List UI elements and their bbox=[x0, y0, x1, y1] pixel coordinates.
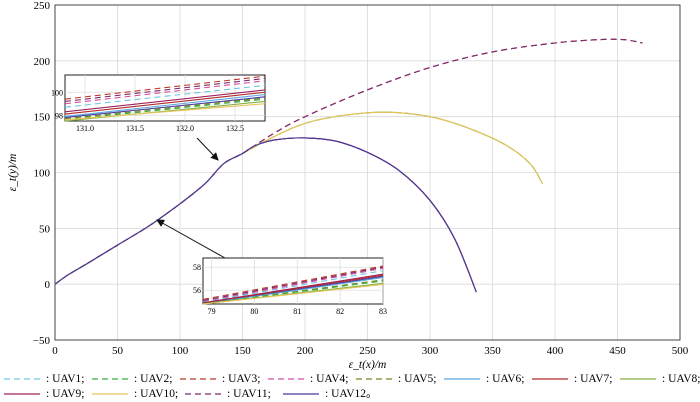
inset-series-uav2 bbox=[64, 98, 266, 121]
legend-swatch bbox=[92, 393, 128, 395]
legend-swatch bbox=[92, 378, 128, 380]
inset-x-tick-label: 83 bbox=[379, 307, 387, 316]
legend-label: : UAV6; bbox=[486, 373, 525, 385]
x-axis-label: ε_t(x)/m bbox=[349, 359, 387, 370]
inset-series-uav9 bbox=[202, 273, 384, 304]
legend-label: : UAV12。 bbox=[325, 388, 378, 400]
inset-series-uav12 bbox=[64, 96, 266, 119]
inset-x-tick-label: 80 bbox=[250, 307, 258, 316]
legend-swatch bbox=[283, 393, 319, 395]
inset-series-uav9 bbox=[64, 89, 266, 113]
inset-x-tick-label: 81 bbox=[293, 307, 301, 316]
y-tick-label: −50 bbox=[33, 335, 51, 347]
x-tick-label: 0 bbox=[52, 345, 58, 357]
inset-bottom: 79 80 81 82 83 56 58 bbox=[193, 257, 387, 316]
arrow-bottom-inset bbox=[156, 219, 226, 259]
legend-swatch bbox=[4, 393, 40, 395]
series-layer bbox=[54, 38, 643, 293]
legend-label: : UAV5; bbox=[398, 373, 437, 385]
inset-series-uav6 bbox=[64, 94, 266, 117]
y-axis-label: ε_t(y)/m bbox=[7, 154, 19, 192]
inset-y-tick-label: 58 bbox=[193, 263, 201, 272]
x-tick-label: 500 bbox=[672, 345, 689, 357]
inset-series-uav3 bbox=[64, 75, 266, 100]
y-tick-label: 150 bbox=[34, 112, 51, 124]
x-tick-label: 100 bbox=[172, 345, 189, 357]
inset-series-uav10 bbox=[64, 103, 266, 121]
inset-y-tick-label: 98 bbox=[55, 111, 63, 120]
axes: 0 50 100 150 200 250 300 350 400 450 500−500501001… bbox=[7, 0, 689, 370]
x-tick-label: 50 bbox=[112, 345, 124, 357]
inset-x-tick-label: 82 bbox=[336, 307, 344, 316]
legend-label: : UAV8; bbox=[662, 373, 700, 385]
y-tick-label: 50 bbox=[39, 223, 51, 235]
legend-label: : UAV7; bbox=[574, 373, 613, 385]
inset-y-tick-label: 100 bbox=[51, 88, 63, 97]
inset-series-uav11 bbox=[202, 266, 384, 302]
legend-swatch bbox=[444, 378, 480, 380]
trajectory-chart: 0 50 100 150 200 250 300 350 400 450 500−500501001… bbox=[7, 0, 689, 370]
legend-row-2: : UAV9; : UAV10; : UAV11; : UAV12。 bbox=[0, 387, 700, 402]
inset-series-uav4 bbox=[202, 267, 384, 303]
inset-series-uav11 bbox=[64, 77, 266, 102]
y-tick-label: 250 bbox=[34, 0, 51, 12]
legend-label: : UAV10; bbox=[134, 388, 179, 400]
legend-swatch bbox=[620, 378, 656, 380]
legend-swatch bbox=[4, 378, 40, 380]
inset-series-uav10 bbox=[202, 283, 384, 305]
legend: : UAV1; : UAV2; : UAV3; : UAV4; : UAV5; : UAV… bbox=[0, 370, 700, 401]
inset-y-tick-label: 56 bbox=[193, 286, 201, 295]
x-tick-label: 400 bbox=[547, 345, 564, 357]
x-tick-label: 200 bbox=[297, 345, 314, 357]
inset-series-uav1 bbox=[202, 270, 384, 303]
inset-x-tick-label: 132.5 bbox=[226, 124, 244, 133]
inset-series-uav7 bbox=[64, 91, 266, 115]
x-tick-label: 150 bbox=[234, 345, 251, 357]
series-line-uav12 bbox=[54, 137, 477, 293]
x-tick-label: 450 bbox=[609, 345, 626, 357]
legend-swatch bbox=[185, 393, 221, 395]
inset-series-uav4 bbox=[64, 80, 266, 105]
legend-swatch bbox=[180, 378, 216, 380]
arrow-top-inset bbox=[196, 137, 219, 161]
legend-swatch bbox=[356, 378, 392, 380]
inset-x-tick-label: 131.5 bbox=[126, 124, 144, 133]
inset-series-uav1 bbox=[64, 84, 266, 108]
x-tick-label: 350 bbox=[484, 345, 501, 357]
legend-swatch bbox=[268, 378, 304, 380]
y-tick-label: 200 bbox=[34, 56, 51, 68]
y-tick-label: 0 bbox=[45, 279, 51, 291]
inset-arrows bbox=[156, 137, 226, 259]
x-tick-label: 250 bbox=[359, 345, 376, 357]
legend-label: : UAV9; bbox=[46, 388, 85, 400]
inset-top: 131.0 131.5 132.0 132.5 98 100 bbox=[51, 74, 266, 133]
legend-label: : UAV4; bbox=[310, 373, 349, 385]
inset-series-uav3 bbox=[202, 265, 384, 300]
legend-label: : UAV2; bbox=[134, 373, 173, 385]
legend-swatch bbox=[532, 378, 568, 380]
inset-x-tick-label: 79 bbox=[208, 307, 216, 316]
inset-series-uav5 bbox=[64, 97, 266, 120]
inset-series-uav8 bbox=[64, 100, 266, 122]
legend-label: : UAV3; bbox=[222, 373, 261, 385]
legend-row-1: : UAV1; : UAV2; : UAV3; : UAV4; : UAV5; : UAV… bbox=[0, 372, 700, 387]
inset-x-tick-label: 132.0 bbox=[176, 124, 194, 133]
inset-x-tick-label: 131.0 bbox=[76, 124, 94, 133]
y-tick-label: 100 bbox=[34, 168, 51, 180]
x-tick-label: 300 bbox=[422, 345, 439, 357]
plot-frame bbox=[54, 4, 681, 341]
inset-series-uav7 bbox=[202, 274, 384, 304]
legend-label: : UAV11; bbox=[227, 388, 271, 400]
legend-label: : UAV1; bbox=[46, 373, 85, 385]
